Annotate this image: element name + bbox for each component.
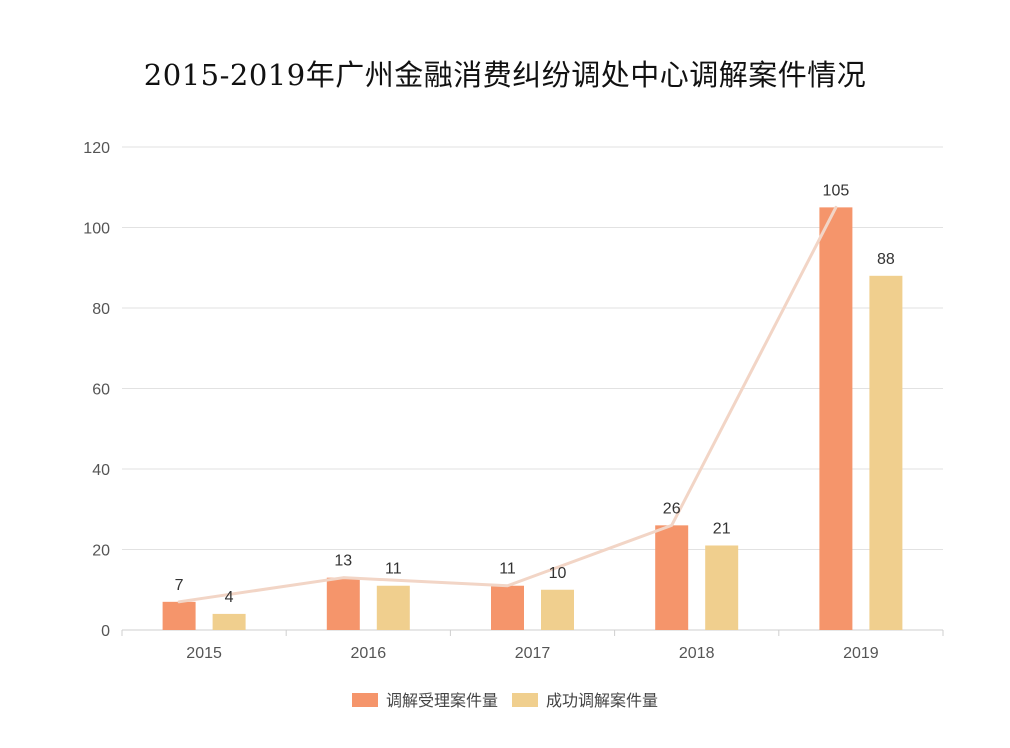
- y-tick-label: 40: [92, 462, 110, 479]
- bar-series2-2015: [212, 613, 246, 630]
- bar-series1-2018: [655, 525, 689, 630]
- bar-series1-2019: [819, 207, 853, 630]
- chart-title: 2015-2019年广州金融消费纠纷调处中心调解案件情况: [143, 58, 867, 92]
- data-label: 11: [499, 561, 516, 578]
- trend-lines: [177, 205, 838, 604]
- bar-series2-2019: [869, 275, 903, 630]
- data-label: 13: [334, 553, 352, 570]
- y-tick-label: 0: [101, 623, 110, 640]
- x-tick-label: 2015: [186, 645, 222, 662]
- y-tick-label: 20: [92, 543, 110, 560]
- data-label: 21: [713, 520, 731, 537]
- bar-series2-2018: [705, 545, 739, 630]
- legend-label: 调解受理案件量: [386, 691, 498, 710]
- legend-swatch: [512, 693, 538, 707]
- data-label: 26: [663, 500, 681, 517]
- legend: 调解受理案件量 成功调解案件量: [352, 691, 658, 710]
- y-axis-ticks: 0 20 40 60 80 100 120: [83, 140, 110, 640]
- gridlines: [122, 146, 943, 631]
- data-label: 7: [175, 577, 184, 594]
- bar-series1-2015: [162, 601, 196, 630]
- data-label: 10: [549, 565, 567, 582]
- data-label: 4: [225, 589, 234, 606]
- bar-series2-2017: [541, 589, 574, 630]
- x-tick-label: 2017: [515, 645, 551, 662]
- y-tick-label: 120: [83, 140, 110, 157]
- trend-line: [177, 205, 838, 604]
- bars: [162, 207, 903, 630]
- x-tick-label: 2018: [679, 645, 715, 662]
- x-axis-ticks: 2015 2016 2017 2018 2019: [121, 630, 944, 662]
- bar-series2-2016: [376, 585, 410, 630]
- data-labels: 7 13 11 26 105 4 11 10 21 88: [175, 182, 895, 606]
- bar-series1-2017: [491, 585, 524, 630]
- legend-swatch: [352, 693, 378, 707]
- data-label: 88: [877, 251, 895, 268]
- legend-label: 成功调解案件量: [546, 691, 658, 710]
- x-tick-label: 2016: [351, 645, 387, 662]
- data-label: 11: [385, 561, 402, 578]
- data-label: 105: [823, 182, 850, 199]
- y-tick-label: 60: [92, 382, 110, 399]
- x-tick-label: 2019: [843, 645, 879, 662]
- y-tick-label: 80: [92, 301, 110, 318]
- bar-series1-2016: [326, 577, 360, 630]
- y-tick-label: 100: [83, 221, 110, 238]
